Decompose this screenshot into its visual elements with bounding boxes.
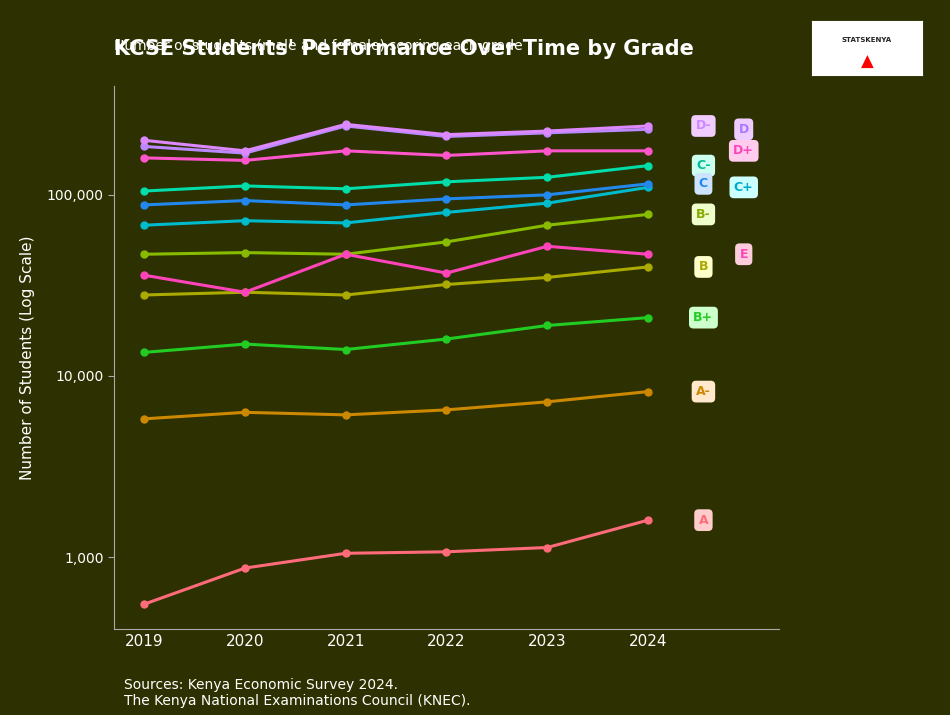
- Text: B-: B-: [696, 208, 711, 221]
- Text: E: E: [739, 247, 748, 261]
- Text: C: C: [699, 177, 708, 190]
- Text: D+: D+: [733, 144, 754, 157]
- Y-axis label: Number of Students (Log Scale): Number of Students (Log Scale): [21, 235, 35, 480]
- Text: Number of students (male and female) scoring each grade: Number of students (male and female) sco…: [114, 39, 522, 53]
- Text: ▲: ▲: [861, 53, 873, 71]
- Text: B+: B+: [694, 311, 713, 324]
- Text: STATSKENYA: STATSKENYA: [842, 37, 892, 43]
- Text: C-: C-: [696, 159, 711, 172]
- Text: Sources: Kenya Economic Survey 2024.
The Kenya National Examinations Council (KN: Sources: Kenya Economic Survey 2024. The…: [124, 678, 470, 708]
- Text: D-: D-: [695, 119, 712, 132]
- Text: C+: C+: [733, 181, 753, 194]
- Text: D: D: [738, 123, 749, 136]
- Text: A: A: [698, 513, 709, 527]
- Text: A-: A-: [696, 385, 711, 398]
- Text: B: B: [698, 260, 708, 273]
- Text: KCSE Students' Performance Over Time by Grade: KCSE Students' Performance Over Time by …: [114, 39, 694, 59]
